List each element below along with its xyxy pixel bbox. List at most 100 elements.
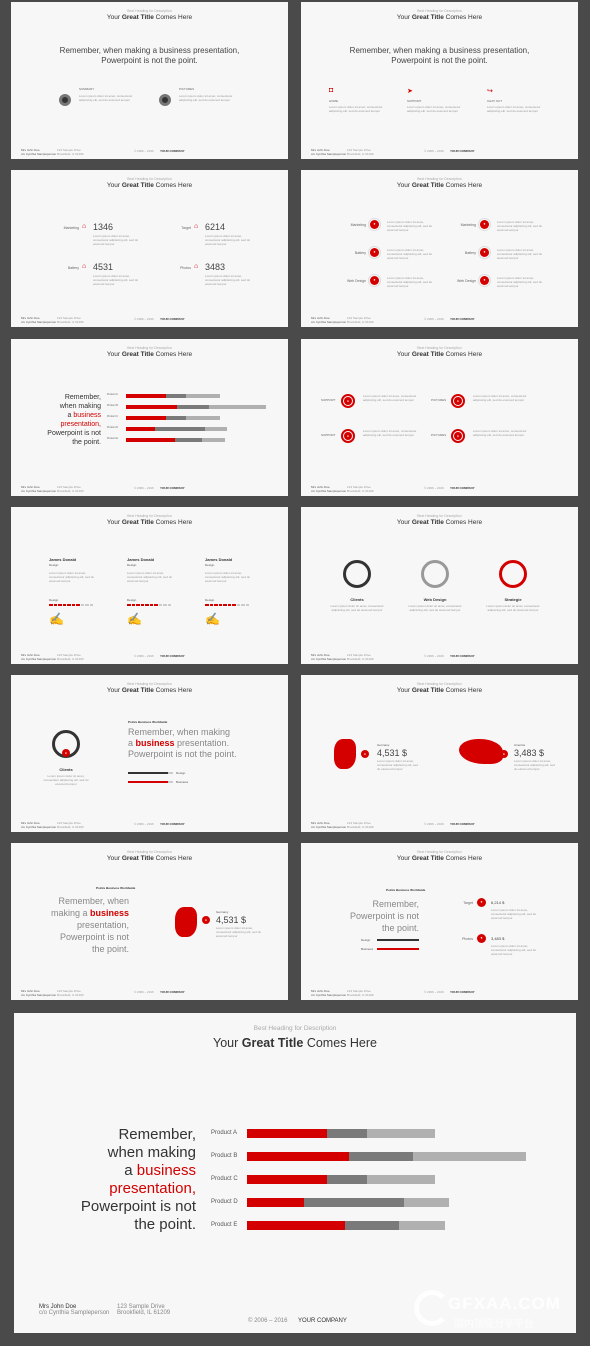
- slide-heading: Best Heading for Description: [127, 177, 172, 181]
- skill-label: Design: [205, 598, 215, 602]
- footer-addr-1: 123 Sample Drive: [117, 1304, 165, 1310]
- signature-icon: ✍: [127, 612, 142, 626]
- badge-icon: ●: [361, 750, 369, 758]
- description-text: Lorem ipsum dolor sit amet, consectetur …: [93, 274, 139, 286]
- badge-icon: ●: [477, 898, 486, 907]
- quote-line-1: Remember, when making a business present…: [349, 46, 530, 55]
- footer-company: YOUR COMPANY: [450, 486, 475, 490]
- description-text: Lorem ipsum dolor sit amet, consectetur …: [179, 94, 233, 102]
- item-label: Germany: [216, 910, 229, 914]
- footer-address: 123 Sample Drive Brookfield, IL 61209: [57, 485, 84, 493]
- footer-company: YOUR COMPANY: [160, 149, 185, 153]
- footer-addr-1: 123 Sample Drive: [347, 316, 371, 320]
- home-icon: ●: [480, 276, 489, 285]
- description-text: Lorem ipsum dolor sit amet, consectetur …: [473, 394, 527, 402]
- item-label: PICTURES: [431, 398, 447, 402]
- g-logo-icon: [414, 1290, 450, 1326]
- title-bold: Great Title: [411, 687, 444, 694]
- quote: Remember, when making a business presentati…: [41, 393, 101, 447]
- footer-name-1: Mrs John Doe: [311, 316, 330, 320]
- description-text: Lorem ipsum dolor sit amet, consectetur …: [487, 105, 541, 113]
- description-text: Lorem ipsum dolor sit amet, consectetur …: [205, 571, 251, 583]
- quote-2c: presentation.: [174, 738, 230, 748]
- item-label: PICTURES: [179, 87, 195, 91]
- stat-label: Target: [181, 226, 191, 230]
- prefix-label: Points Business Worldwide: [386, 888, 426, 892]
- footer-addr-2: Brookfield, IL 61209: [57, 993, 84, 997]
- slide-10: Best Heading for Description Your Great T…: [301, 675, 578, 832]
- footer-address: 123 Sample Drive Brookfield, IL 61209: [57, 316, 84, 324]
- skill-segment: [89, 604, 93, 606]
- title-bold: Great Title: [121, 519, 154, 526]
- skill-segment: [158, 604, 162, 606]
- slide-footer: Mrs John Doe c/o Cynthia Sampleperson 123 …: [21, 316, 278, 324]
- slide-heading: Best Heading for Description: [127, 346, 172, 350]
- footer-company: YOUR COMPANY: [450, 317, 475, 321]
- bar-segment: [209, 405, 266, 409]
- skill-segment: [49, 604, 53, 606]
- quote-b: when making: [107, 1144, 196, 1161]
- skill-segment: [127, 604, 131, 606]
- bar-segment: [166, 416, 186, 420]
- legend-label: Business: [176, 780, 189, 784]
- person-role: Design: [49, 563, 59, 567]
- send-icon: ➤: [407, 88, 413, 95]
- bar-segment: [247, 1129, 327, 1138]
- footer-company: YOUR COMPANY: [450, 149, 475, 153]
- quote-5: the point.: [91, 944, 129, 954]
- item-value: 4,531 $: [377, 748, 408, 758]
- description-text: Lorem ipsum dolor sit amet, consectetur …: [79, 94, 133, 102]
- slide-title: Your Great Title Comes Here: [11, 182, 288, 189]
- slide-heading: Best Heading for Description: [253, 1025, 337, 1032]
- item-label: SUPPORT: [321, 433, 336, 437]
- ring-icon: [368, 218, 381, 231]
- footer-company: YOUR COMPANY: [160, 654, 185, 658]
- skill-segment: [67, 604, 71, 606]
- signature-icon: ✍: [49, 612, 64, 626]
- slide-footer: Mrs John Doe c/o Cynthia Sampleperson 123 …: [311, 821, 568, 829]
- skill-segment: [227, 604, 231, 606]
- slide-footer: Mrs John Doe c/o Cynthia Sampleperson 123 …: [21, 821, 278, 829]
- description-text: Lorem ipsum dolor sit amet, consectetur …: [408, 604, 462, 612]
- item-value: 6,214 $: [491, 900, 505, 905]
- title-post: Comes Here: [443, 855, 483, 862]
- footer-addr-1: 123 Sample Drive: [57, 316, 81, 320]
- quote-2: a business presentation.: [128, 738, 288, 749]
- quote-b: when making: [59, 403, 101, 410]
- item-label: Web Design: [423, 597, 447, 602]
- quote-3: presentation,: [76, 920, 129, 930]
- skill-segment: [245, 604, 249, 606]
- bar-segment: [204, 427, 227, 431]
- quote-c: a: [67, 412, 74, 419]
- item-label: Web Design: [456, 279, 476, 283]
- footer-addr-2: Brookfield, IL 61209: [57, 489, 84, 493]
- slide-title: Your Great Title Comes Here: [11, 519, 288, 526]
- title-bold: Great Title: [121, 855, 154, 862]
- footer-name-2: c/o Cynthia Sampleperson: [311, 320, 347, 324]
- slide-footer: Mrs John Doe c/o Cynthia Sampleperson 123 …: [311, 653, 568, 661]
- person-name: James Donald: [205, 557, 233, 562]
- title-pre: Your: [213, 1036, 242, 1050]
- bar-segment: [247, 1198, 304, 1207]
- germany-map-icon: [175, 907, 197, 937]
- item-label: Battery: [464, 251, 476, 255]
- footer-name-1: Mrs John Doe: [21, 653, 40, 657]
- description-text: Lorem ipsum dolor sit amet, consectetur …: [491, 908, 537, 920]
- slide-title: Your Great Title Comes Here: [301, 14, 578, 21]
- footer-addr-1: 123 Sample Drive: [57, 148, 81, 152]
- quote-4: Powerpoint is not: [59, 932, 129, 942]
- prefix-label: Points Business Worldwide: [128, 720, 168, 724]
- footer-name: Mrs John Doe c/o Cynthia Sampleperson: [21, 485, 56, 493]
- watermark: GFXAA.COM 国内顶级分享平台: [414, 1290, 584, 1338]
- donut-icon: [499, 560, 527, 588]
- watermark-subtext: 国内顶级分享平台: [454, 1319, 534, 1330]
- footer-name-2: c/o Cynthia Sampleperson: [311, 993, 347, 997]
- quote-a: Remember,: [118, 1126, 196, 1143]
- footer-name: Mrs John Doe c/o Cynthia Sampleperson: [311, 316, 346, 324]
- footer-name-2: c/o Cynthia Sampleperson: [21, 152, 57, 156]
- description-text: Lorem ipsum dolor sit amet, consectetur …: [205, 274, 251, 286]
- slide-title: Your Great Title Comes Here: [14, 1036, 576, 1050]
- quote-2a: making a: [50, 908, 90, 918]
- description-text: Lorem ipsum dolor sit amet, consectetur …: [93, 234, 139, 246]
- skill-segment: [145, 604, 149, 606]
